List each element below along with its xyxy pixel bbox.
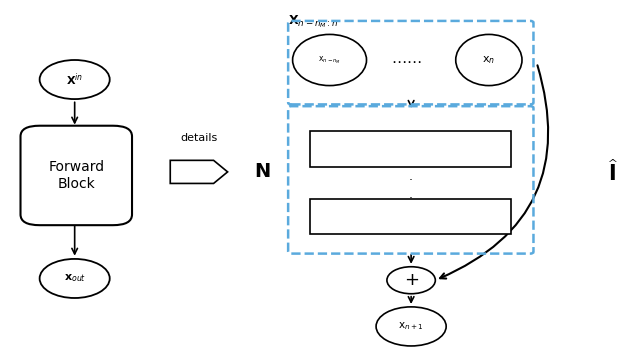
Text: $\cdots\cdots$: $\cdots\cdots$ [390, 53, 421, 68]
Text: .
.
.: . . . [409, 170, 413, 219]
FancyBboxPatch shape [20, 126, 132, 225]
Text: $\mathrm{x}_n$: $\mathrm{x}_n$ [483, 54, 495, 66]
Bar [310, 131, 511, 166]
Text: $\mathbf{N}$: $\mathbf{N}$ [254, 163, 271, 182]
FancyArrow shape [170, 160, 228, 183]
Text: $\mathbf{X}^{in}$: $\mathbf{X}^{in}$ [66, 71, 83, 88]
Text: Forward
Block: Forward Block [48, 160, 104, 190]
Text: details: details [180, 133, 218, 143]
Text: $\mathrm{x}_{n-n_M}$: $\mathrm{x}_{n-n_M}$ [318, 54, 341, 66]
Text: $\widehat{\mathbf{I}}$: $\widehat{\mathbf{I}}$ [608, 159, 618, 185]
Text: $\mathbf{X}_{n-n_M:n}$: $\mathbf{X}_{n-n_M:n}$ [288, 14, 339, 30]
Text: $\mathbf{x}_{out}$: $\mathbf{x}_{out}$ [63, 272, 86, 284]
Text: $\mathrm{x}_{n+1}$: $\mathrm{x}_{n+1}$ [398, 320, 424, 332]
Text: $+$: $+$ [404, 271, 419, 289]
Bar [310, 199, 511, 234]
